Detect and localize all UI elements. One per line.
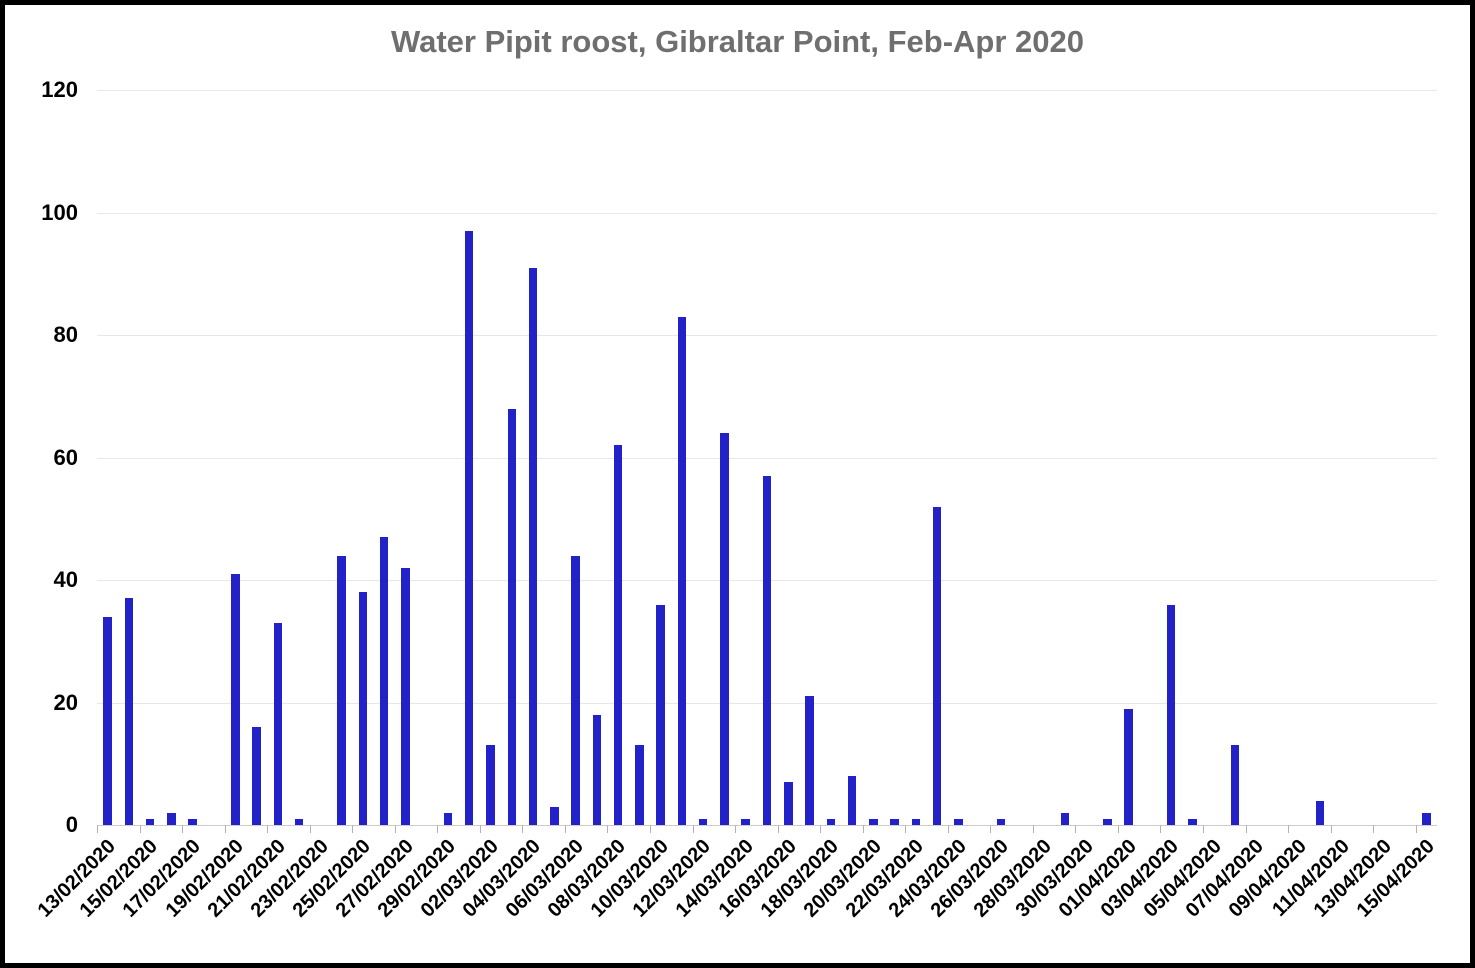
y-axis-label-20: 20 [53, 689, 78, 715]
y-axis-label-120: 120 [41, 77, 78, 102]
x-tick-15/02/2020 [139, 825, 141, 833]
chart-title: Water Pipit roost, Gibraltar Point, Feb-… [390, 24, 1085, 59]
x-tick-13/02/2020 [97, 825, 98, 833]
x-tick-02/03/2020 [479, 825, 481, 833]
bar-04/03/2020 [528, 267, 538, 825]
bar-29/02/2020 [443, 812, 453, 825]
x-tick-20/03/2020 [862, 825, 864, 833]
gridline-y-120 [97, 90, 1437, 91]
x-tick-23/02/2020 [309, 825, 311, 833]
x-tick-28/03/2020 [1032, 825, 1034, 833]
bar-10/04/2020 [1315, 800, 1325, 825]
x-tick-11/04/2020 [1330, 825, 1332, 833]
x-tick-05/04/2020 [1203, 825, 1205, 833]
x-tick-09/04/2020 [1288, 825, 1290, 833]
x-tick-13/04/2020 [1373, 825, 1375, 833]
bar-10/03/2020 [656, 604, 665, 825]
bar-01/04/2020 [1124, 708, 1133, 825]
x-tick-18/03/2020 [820, 825, 822, 833]
x-tick-22/03/2020 [905, 825, 907, 833]
bar-07/03/2020 [592, 714, 602, 825]
x-tick-26/03/2020 [990, 825, 992, 833]
x-tick-16/03/2020 [777, 825, 779, 833]
x-tick-21/02/2020 [267, 825, 269, 833]
bar-19/03/2020 [847, 776, 857, 825]
bar-20/02/2020 [252, 727, 261, 825]
bar-20/03/2020 [869, 818, 878, 825]
x-tick-12/03/2020 [692, 825, 694, 833]
bar-21/03/2020 [890, 818, 899, 825]
bar-01/03/2020 [464, 230, 474, 825]
gridline-y-60 [97, 457, 1437, 459]
bar-06/03/2020 [571, 555, 580, 825]
bar-25/02/2020 [358, 592, 368, 825]
bar-22/03/2020 [911, 818, 921, 825]
y-axis-label-40: 40 [53, 567, 78, 592]
bar-22/02/2020 [294, 818, 304, 825]
bar-18/03/2020 [826, 818, 836, 825]
bar-11/03/2020 [677, 316, 687, 825]
x-tick-24/03/2020 [947, 825, 949, 833]
x-tick-10/03/2020 [650, 825, 652, 833]
x-tick-01/04/2020 [1117, 825, 1119, 833]
x-tick-14/03/2020 [735, 825, 737, 833]
bar-15/03/2020 [762, 475, 772, 825]
gridline-y-80 [97, 335, 1437, 336]
bar-16/02/2020 [167, 812, 176, 825]
x-tick-04/03/2020 [522, 825, 524, 833]
bar-05/03/2020 [550, 806, 559, 825]
bar-03/04/2020 [1166, 604, 1176, 825]
bar-19/02/2020 [231, 573, 240, 825]
y-axis-label-0: 0 [65, 812, 78, 837]
y-axis-label-60: 60 [53, 444, 78, 470]
bar-14/03/2020 [741, 818, 750, 825]
bar-27/02/2020 [401, 567, 410, 825]
bar-23/03/2020 [932, 506, 942, 825]
y-axis-label-80: 80 [53, 322, 78, 347]
bar-02/03/2020 [486, 745, 495, 825]
bar-09/03/2020 [635, 745, 644, 825]
x-tick-30/03/2020 [1075, 825, 1077, 833]
bar-24/03/2020 [954, 818, 963, 825]
bar-15/02/2020 [145, 818, 155, 825]
x-tick-27/02/2020 [394, 825, 396, 833]
gridline-y-100 [97, 212, 1437, 214]
y-axis-label-100: 100 [41, 199, 78, 225]
x-tick-08/03/2020 [607, 825, 609, 833]
bar-15/04/2020 [1422, 812, 1431, 825]
bar-24/02/2020 [337, 555, 346, 825]
x-tick-07/04/2020 [1245, 825, 1247, 833]
bar-04/04/2020 [1188, 818, 1197, 825]
x-tick-19/02/2020 [224, 825, 226, 833]
x-tick-17/02/2020 [182, 825, 184, 833]
bar-17/02/2020 [188, 818, 197, 825]
bar-16/03/2020 [784, 782, 793, 825]
bar-14/02/2020 [124, 598, 134, 825]
bar-29/03/2020 [1060, 812, 1070, 825]
bar-08/03/2020 [613, 445, 623, 825]
bar-31/03/2020 [1103, 818, 1112, 825]
bar-21/02/2020 [273, 622, 283, 825]
x-axis-line [97, 825, 1437, 826]
bar-13/02/2020 [103, 616, 112, 825]
x-tick-29/02/2020 [437, 825, 439, 833]
bar-26/02/2020 [379, 537, 389, 825]
x-tick-06/03/2020 [564, 825, 566, 833]
bar-06/04/2020 [1230, 745, 1240, 825]
x-tick-25/02/2020 [352, 825, 354, 833]
bar-12/03/2020 [698, 818, 708, 825]
x-tick-03/04/2020 [1160, 825, 1162, 833]
bar-03/03/2020 [507, 408, 516, 825]
x-tick-15/04/2020 [1415, 825, 1417, 833]
bar-13/03/2020 [720, 433, 729, 825]
bar-17/03/2020 [805, 696, 814, 825]
bar-26/03/2020 [996, 818, 1006, 825]
